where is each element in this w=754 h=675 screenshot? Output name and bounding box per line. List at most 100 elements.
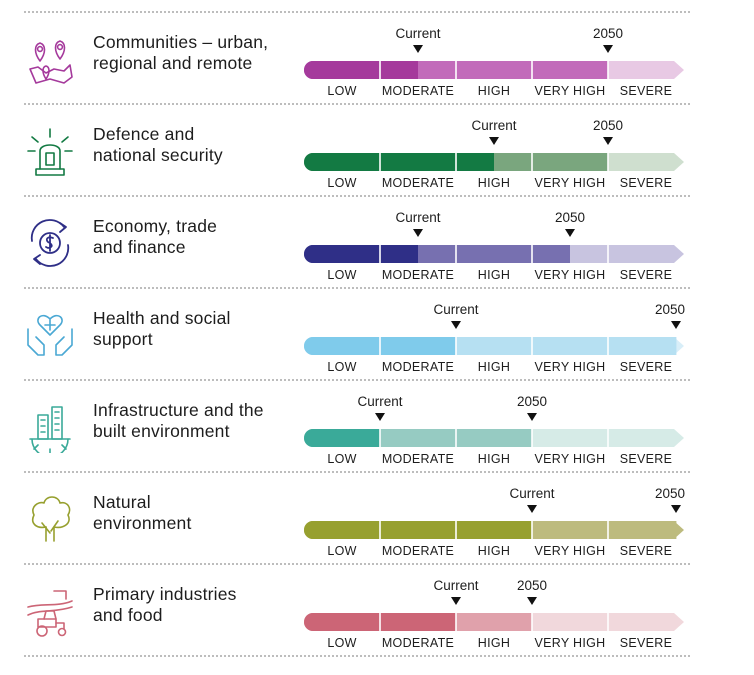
row-divider xyxy=(24,195,690,197)
risk-scale: LOW MODERATE HIGH VERY HIGH SEVERE Current 205… xyxy=(304,103,684,195)
row-label-line: Health and social xyxy=(93,308,231,328)
row-divider xyxy=(24,103,690,105)
level-label: HIGH xyxy=(477,360,511,374)
level-label: VERY HIGH xyxy=(534,544,606,558)
risk-row: Economy, trade and finance LOW MODERATE HIGH… xyxy=(24,195,690,287)
marker-arrow-current xyxy=(527,505,537,513)
row-label-line: environment xyxy=(93,513,192,533)
level-label: LOW xyxy=(327,452,357,466)
marker-label-2050: 2050 xyxy=(592,26,624,41)
row-label-line: built environment xyxy=(93,421,230,441)
bar-current-range xyxy=(304,521,532,539)
row-label-line: regional and remote xyxy=(93,53,253,73)
level-label: SEVERE xyxy=(619,360,673,374)
row-label-line: Economy, trade xyxy=(93,216,218,236)
risk-scale: LOW MODERATE HIGH VERY HIGH SEVERE Current 205… xyxy=(304,379,684,471)
risk-bar xyxy=(304,153,684,171)
marker-arrow-current xyxy=(413,229,423,237)
marker-label-current: Current xyxy=(357,394,403,409)
level-label: LOW xyxy=(327,84,357,98)
marker-arrow-2050 xyxy=(527,413,537,421)
level-label: SEVERE xyxy=(619,636,673,650)
marker-label-current: Current xyxy=(395,26,441,41)
level-label: LOW xyxy=(327,268,357,282)
bar-current-range xyxy=(304,153,494,171)
marker-label-2050: 2050 xyxy=(654,486,686,501)
buildings-gear-icon xyxy=(24,401,76,458)
marker-label-current: Current xyxy=(395,210,441,225)
level-label: VERY HIGH xyxy=(534,268,606,282)
row-divider xyxy=(24,471,690,473)
row-label: Economy, trade and finance xyxy=(93,216,293,258)
marker-label-2050: 2050 xyxy=(654,302,686,317)
marker-label-2050: 2050 xyxy=(516,394,548,409)
level-label: HIGH xyxy=(477,544,511,558)
risk-scale: LOW MODERATE HIGH VERY HIGH SEVERE Current 205… xyxy=(304,287,686,379)
level-label: VERY HIGH xyxy=(534,636,606,650)
level-label: VERY HIGH xyxy=(534,176,606,190)
level-label: VERY HIGH xyxy=(534,360,606,374)
risk-bar xyxy=(304,521,684,539)
marker-label-current: Current xyxy=(471,118,517,133)
risk-bar xyxy=(304,429,684,447)
level-label: MODERATE xyxy=(381,544,455,558)
row-label-line: Defence and xyxy=(93,124,195,144)
row-label-line: national security xyxy=(93,145,223,165)
level-label: SEVERE xyxy=(619,84,673,98)
marker-arrow-2050 xyxy=(671,321,682,329)
marker-arrow-current xyxy=(489,137,499,145)
marker-arrow-current xyxy=(451,597,461,605)
risk-bar xyxy=(304,245,684,263)
marker-label-2050: 2050 xyxy=(554,210,586,225)
level-label: LOW xyxy=(327,176,357,190)
level-label: LOW xyxy=(327,544,357,558)
location-pins-map-icon xyxy=(24,33,76,85)
row-label-line: Natural xyxy=(93,492,151,512)
hands-heart-icon xyxy=(24,309,76,361)
level-label: SEVERE xyxy=(619,176,673,190)
marker-label-current: Current xyxy=(433,302,479,317)
marker-arrow-2050 xyxy=(603,137,613,145)
level-label: HIGH xyxy=(477,636,511,650)
risk-row: Communities – urban, regional and remote L… xyxy=(24,11,690,103)
level-label: LOW xyxy=(327,360,357,374)
row-label-line: Communities – urban, xyxy=(93,32,269,52)
bar-current-range xyxy=(304,245,418,263)
risk-scale: LOW MODERATE HIGH VERY HIGH SEVERE Current 205… xyxy=(304,471,686,563)
level-label: MODERATE xyxy=(381,84,455,98)
level-label: SEVERE xyxy=(619,452,673,466)
row-label: Infrastructure and the built environment xyxy=(93,400,293,442)
risk-scale: LOW MODERATE HIGH VERY HIGH SEVERE Current 205… xyxy=(304,563,684,655)
marker-arrow-2050 xyxy=(603,45,613,53)
level-label: LOW xyxy=(327,636,357,650)
row-label: Natural environment xyxy=(93,492,293,534)
level-label: HIGH xyxy=(477,268,511,282)
row-label-line: and finance xyxy=(93,237,186,257)
siren-alarm-icon xyxy=(24,125,76,177)
risk-scale: LOW MODERATE HIGH VERY HIGH SEVERE Current 205… xyxy=(304,11,684,103)
row-divider xyxy=(24,379,690,381)
level-label: HIGH xyxy=(477,84,511,98)
marker-arrow-2050 xyxy=(527,597,537,605)
row-divider xyxy=(24,287,690,289)
risk-row: Defence and national security LOW MODERATE H… xyxy=(24,103,690,195)
level-label: MODERATE xyxy=(381,636,455,650)
bar-current-range xyxy=(304,429,380,447)
level-label: MODERATE xyxy=(381,268,455,282)
level-label: HIGH xyxy=(477,452,511,466)
row-label: Communities – urban, regional and remote xyxy=(93,32,293,74)
row-divider xyxy=(24,11,690,13)
level-label: VERY HIGH xyxy=(534,84,606,98)
row-label: Primary industries and food xyxy=(93,584,293,626)
row-label-line: Infrastructure and the xyxy=(93,400,264,420)
bar-current-range xyxy=(304,61,418,79)
risk-row: Natural environment LOW MODERATE HIGH VERY HI… xyxy=(24,471,690,563)
marker-arrow-2050 xyxy=(671,505,682,513)
level-label: SEVERE xyxy=(619,268,673,282)
currency-cycle-icon xyxy=(24,217,76,269)
marker-label-current: Current xyxy=(433,578,479,593)
tree-icon xyxy=(24,493,76,545)
marker-arrow-2050 xyxy=(565,229,575,237)
risk-row: Health and social support LOW MODERATE HIGH V… xyxy=(24,287,690,379)
risk-bar xyxy=(304,337,684,355)
